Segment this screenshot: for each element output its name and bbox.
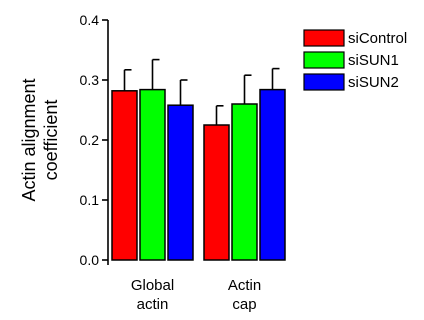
category-label: Actin: [228, 277, 261, 294]
bar: [231, 103, 258, 261]
y-tick-label: 0.3: [80, 72, 100, 88]
legend-label: siSUN2: [348, 74, 399, 91]
legend: siControl siSUN1 siSUN2: [303, 29, 407, 91]
y-tick-label: 0.4: [80, 12, 100, 28]
bar: [139, 88, 166, 261]
legend-label: siSUN1: [348, 52, 399, 69]
legend-label: siControl: [348, 30, 407, 47]
x-axis-labels: Global actin Actin cap: [131, 277, 261, 313]
y-axis: 0.0 0.1 0.2 0.3 0.4: [80, 12, 109, 268]
y-axis-title: Actin alignment coefficient: [19, 78, 61, 201]
category-label: cap: [232, 296, 256, 313]
bars: [111, 58, 286, 261]
legend-swatch: [303, 51, 345, 69]
category-label: Global: [131, 277, 174, 294]
category-label: actin: [137, 296, 169, 313]
legend-swatch: [303, 73, 345, 91]
bar: [111, 90, 138, 261]
legend-swatch: [303, 29, 345, 47]
y-tick-label: 0.0: [80, 252, 100, 268]
bar: [167, 104, 194, 261]
y-tick-label: 0.1: [80, 192, 100, 208]
y-axis-title-line: coefficient: [41, 100, 61, 181]
y-axis-title-line: Actin alignment: [19, 78, 39, 201]
y-tick-label: 0.2: [80, 132, 100, 148]
bar: [259, 88, 286, 261]
bar: [203, 124, 230, 261]
